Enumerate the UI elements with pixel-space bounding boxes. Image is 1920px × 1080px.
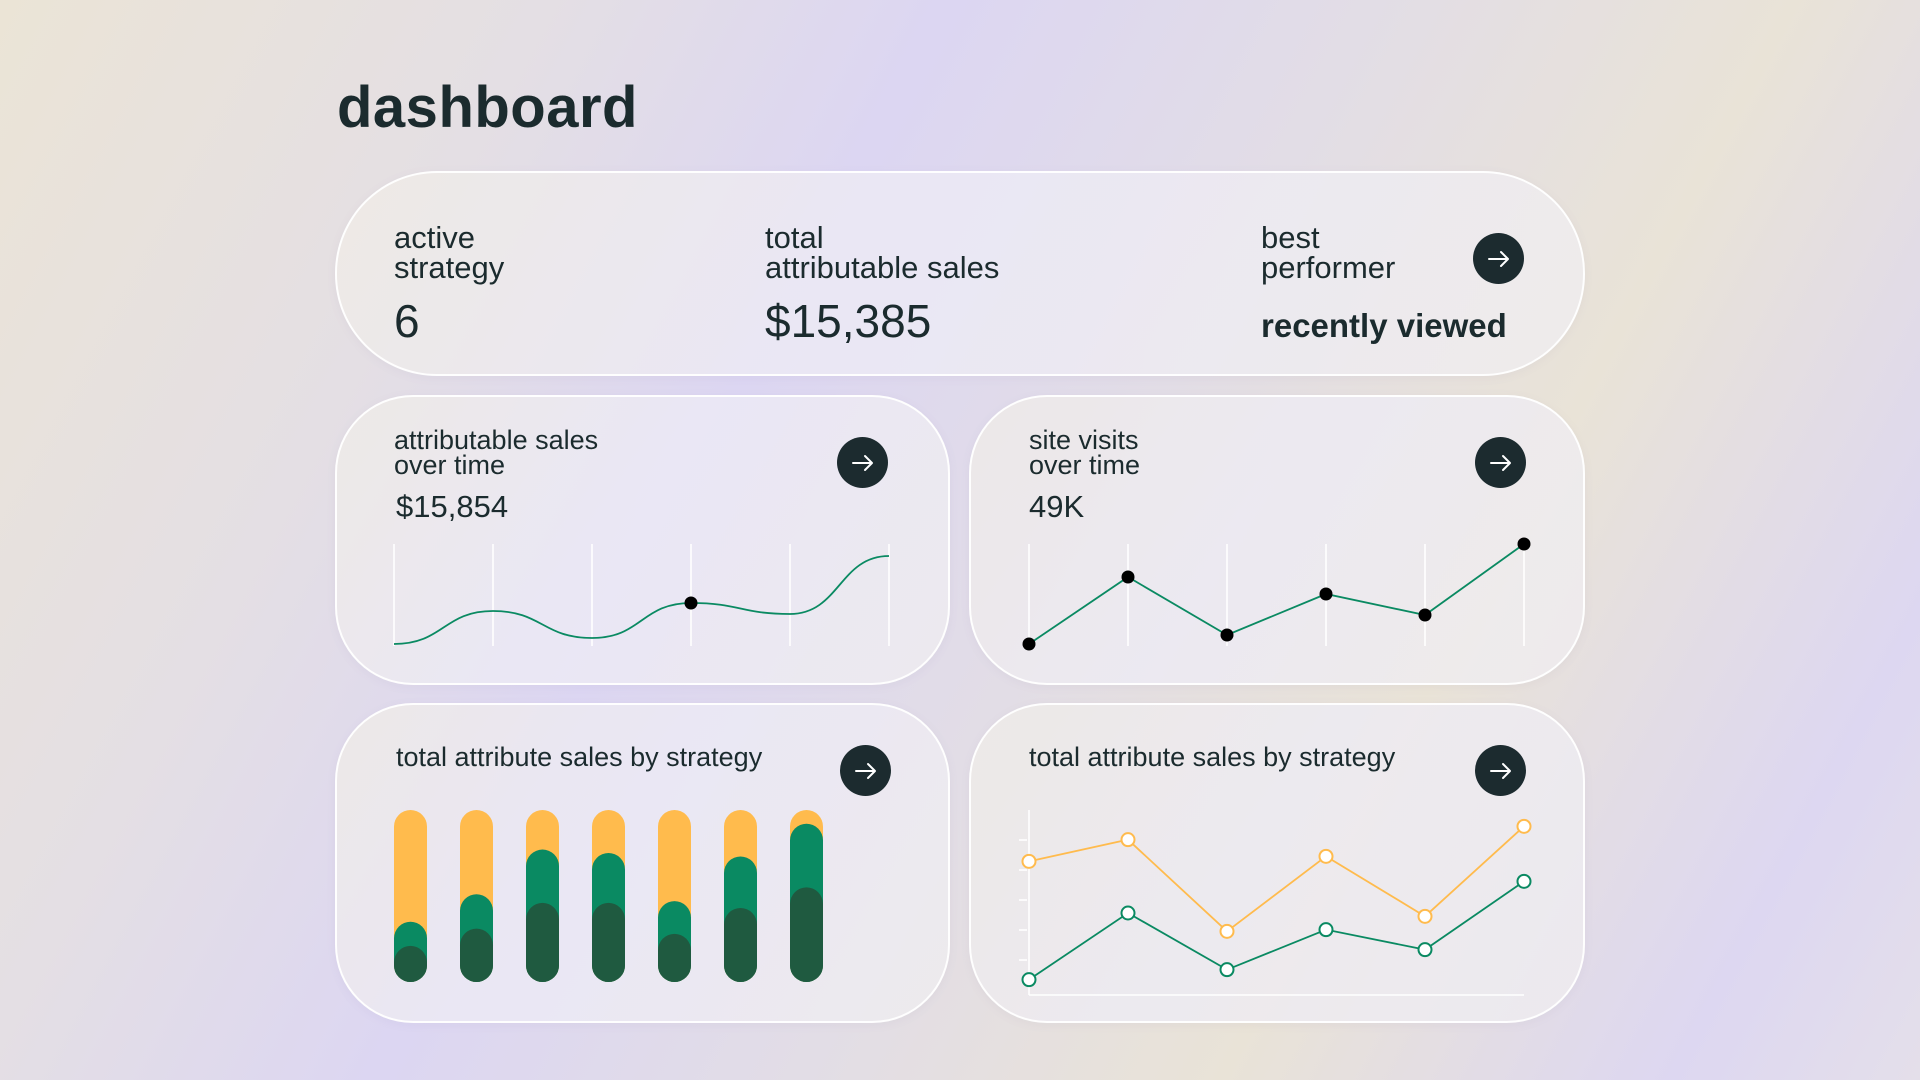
arrow-right-icon <box>1487 250 1509 267</box>
data-point <box>1022 637 1036 651</box>
strategy-line-open-button[interactable] <box>1475 745 1526 796</box>
amber-data-point <box>1516 818 1532 834</box>
strategy-stacked-bar-chart <box>394 810 823 982</box>
amber-data-point <box>1417 908 1433 924</box>
amber-data-point <box>1219 923 1235 939</box>
data-point <box>1418 608 1432 622</box>
green-data-point <box>1120 905 1136 921</box>
bar-segment-dark-green <box>394 945 427 982</box>
strategy-bar-card: total attribute sales by strategy <box>335 703 950 1023</box>
amber-data-point <box>1021 853 1037 869</box>
green-data-point <box>1318 922 1334 938</box>
data-point <box>1319 587 1333 601</box>
amber-series-line <box>1028 825 1525 933</box>
strategy-line-card: total attribute sales by strategy <box>969 703 1585 1023</box>
bar-segment-dark-green <box>460 928 493 982</box>
amber-data-point <box>1120 832 1136 848</box>
visits-over-time-open-button[interactable] <box>1475 437 1526 488</box>
sales-over-time-value: $15,854 <box>396 489 509 524</box>
total-sales-label: total attributable sales <box>765 220 1000 285</box>
sales-line-chart <box>393 544 890 646</box>
strategy-line-title: total attribute sales by strategy <box>1029 742 1396 772</box>
arrow-right-icon <box>1489 762 1511 779</box>
total-sales-value: $15,385 <box>765 295 932 347</box>
sales-over-time-open-button[interactable] <box>837 437 888 488</box>
best-performer-value: recently viewed <box>1261 307 1507 344</box>
sales-over-time-label: attributable sales over time <box>394 425 599 480</box>
green-data-point <box>1021 972 1037 988</box>
amber-data-point <box>1318 848 1334 864</box>
bar-segment-dark-green <box>724 908 757 982</box>
data-point <box>1121 570 1135 584</box>
arrow-right-icon <box>854 762 876 779</box>
strategy-bar-title: total attribute sales by strategy <box>396 742 763 772</box>
active-strategy-label: active strategy <box>394 220 505 285</box>
bar-segment-dark-green <box>526 902 559 982</box>
bar-segment-dark-green <box>658 933 691 982</box>
visits-over-time-label: site visits over time <box>1029 425 1141 480</box>
sales-line <box>393 555 890 645</box>
highlight-point <box>684 596 698 610</box>
strategy-dual-line-chart <box>1019 810 1532 996</box>
green-data-point <box>1219 962 1235 978</box>
sales-over-time-card: attributable sales over time $15,854 <box>335 395 950 685</box>
best-performer-label: best performer <box>1261 220 1396 285</box>
bar-segment-dark-green <box>592 902 625 982</box>
data-point <box>1220 628 1234 642</box>
active-strategy-value: 6 <box>394 295 420 347</box>
strategy-bar-open-button[interactable] <box>840 745 891 796</box>
visits-line <box>1028 543 1525 645</box>
visits-over-time-card: site visits over time 49K <box>969 395 1585 685</box>
summary-card: active strategy 6 total attributable sal… <box>335 171 1585 376</box>
visits-line-chart <box>1022 537 1531 651</box>
data-point <box>1517 537 1531 551</box>
green-data-point <box>1417 942 1433 958</box>
bar-segment-dark-green <box>790 887 823 982</box>
visits-over-time-value: 49K <box>1029 489 1085 524</box>
best-performer-open-button[interactable] <box>1473 233 1524 284</box>
green-series-line <box>1028 880 1525 981</box>
green-data-point <box>1516 873 1532 889</box>
arrow-right-icon <box>851 454 873 471</box>
page-title: dashboard <box>337 75 638 140</box>
arrow-right-icon <box>1489 454 1511 471</box>
